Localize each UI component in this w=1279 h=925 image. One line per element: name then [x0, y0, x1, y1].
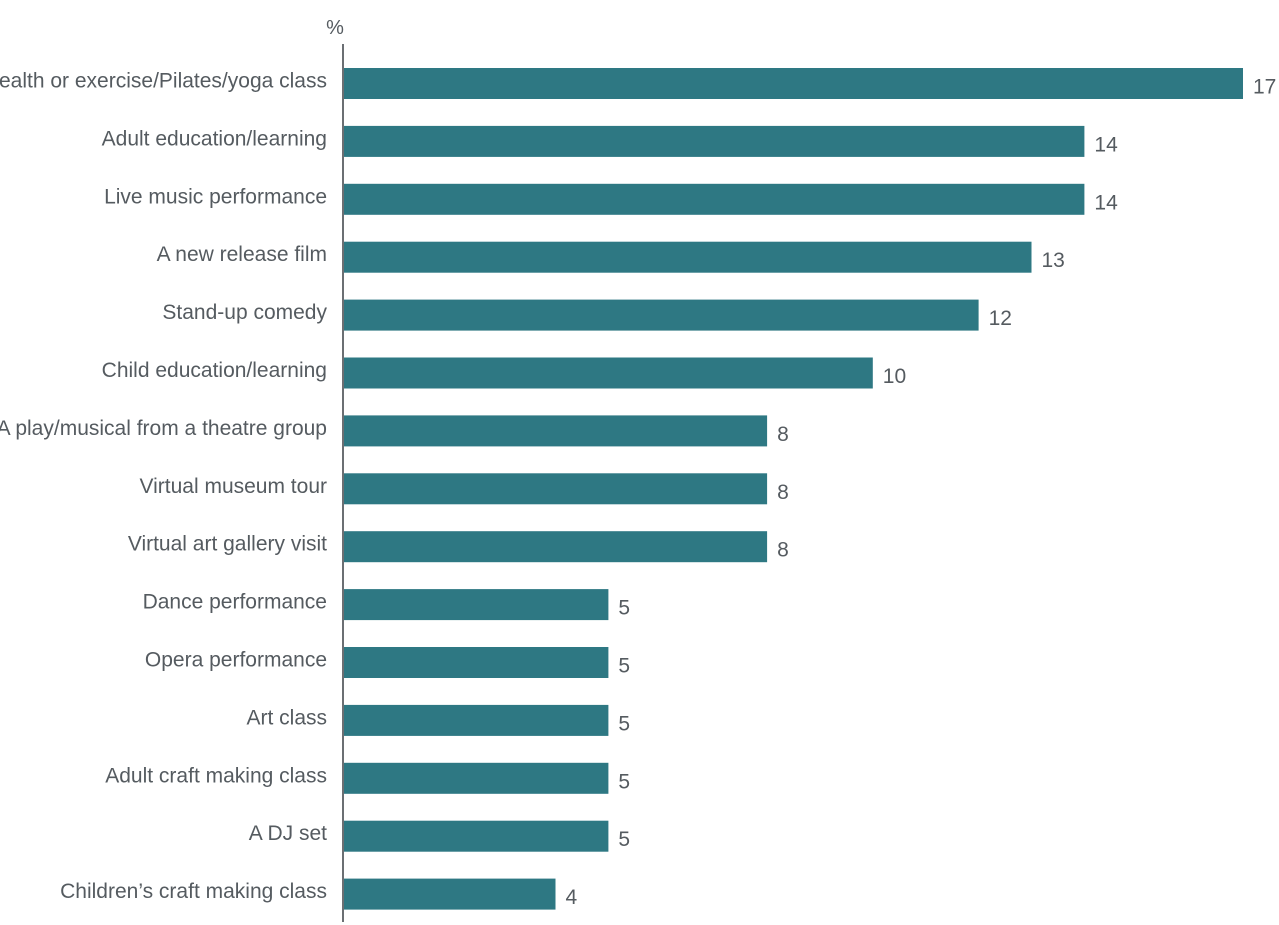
- bar: [344, 299, 979, 331]
- category-labels-group: Health or exercise/Pilates/yoga class Adu…: [0, 70, 327, 904]
- category-label: Virtual museum tour: [139, 475, 327, 498]
- category-label: A new release film: [157, 243, 327, 266]
- bar: [344, 589, 609, 621]
- bar: [344, 704, 609, 736]
- value-label: 10: [883, 365, 906, 388]
- category-label: Health or exercise/Pilates/yoga class: [0, 70, 327, 93]
- bar: [344, 473, 768, 505]
- value-labels-group: 17 14 14 13 12 10 8 8 8 5 5 5 5 5 4: [566, 76, 1277, 910]
- category-label: Child education/learning: [102, 359, 327, 382]
- value-label: 5: [618, 712, 630, 735]
- bars-group: [344, 68, 1243, 910]
- value-label: 8: [777, 423, 789, 446]
- category-label: Opera performance: [145, 649, 327, 672]
- value-label: 5: [618, 655, 630, 678]
- category-label: Adult education/learning: [102, 127, 327, 150]
- bar: [344, 531, 768, 563]
- value-label: 13: [1042, 249, 1065, 272]
- value-label: 5: [618, 828, 630, 851]
- value-label: 8: [777, 481, 789, 504]
- value-label: 14: [1094, 191, 1118, 214]
- value-label: 8: [777, 539, 789, 562]
- value-label: 5: [618, 770, 630, 793]
- bar: [344, 357, 873, 389]
- bar: [344, 415, 768, 447]
- bar: [344, 241, 1032, 273]
- bar: [344, 68, 1243, 99]
- bar: [344, 878, 556, 910]
- bar: [344, 125, 1085, 157]
- category-label: Adult craft making class: [105, 764, 327, 787]
- value-label: 4: [566, 886, 578, 909]
- bar: [344, 762, 609, 794]
- category-label: Art class: [246, 706, 327, 729]
- value-label: 17: [1253, 76, 1276, 99]
- axis-unit-label: %: [326, 17, 344, 39]
- category-label: Children’s craft making class: [60, 880, 327, 903]
- category-label: Virtual art gallery visit: [128, 533, 327, 556]
- category-label: Dance performance: [143, 591, 327, 614]
- bar: [344, 820, 609, 852]
- value-label: 12: [989, 307, 1012, 330]
- category-label: Stand-up comedy: [162, 301, 327, 324]
- bar: [344, 183, 1085, 215]
- category-label: A DJ set: [249, 822, 327, 845]
- category-label: A play/musical from a theatre group: [0, 417, 327, 440]
- value-label: 5: [618, 597, 630, 620]
- bar: [344, 647, 609, 678]
- value-label: 14: [1094, 133, 1118, 156]
- category-label: Live music performance: [104, 185, 327, 208]
